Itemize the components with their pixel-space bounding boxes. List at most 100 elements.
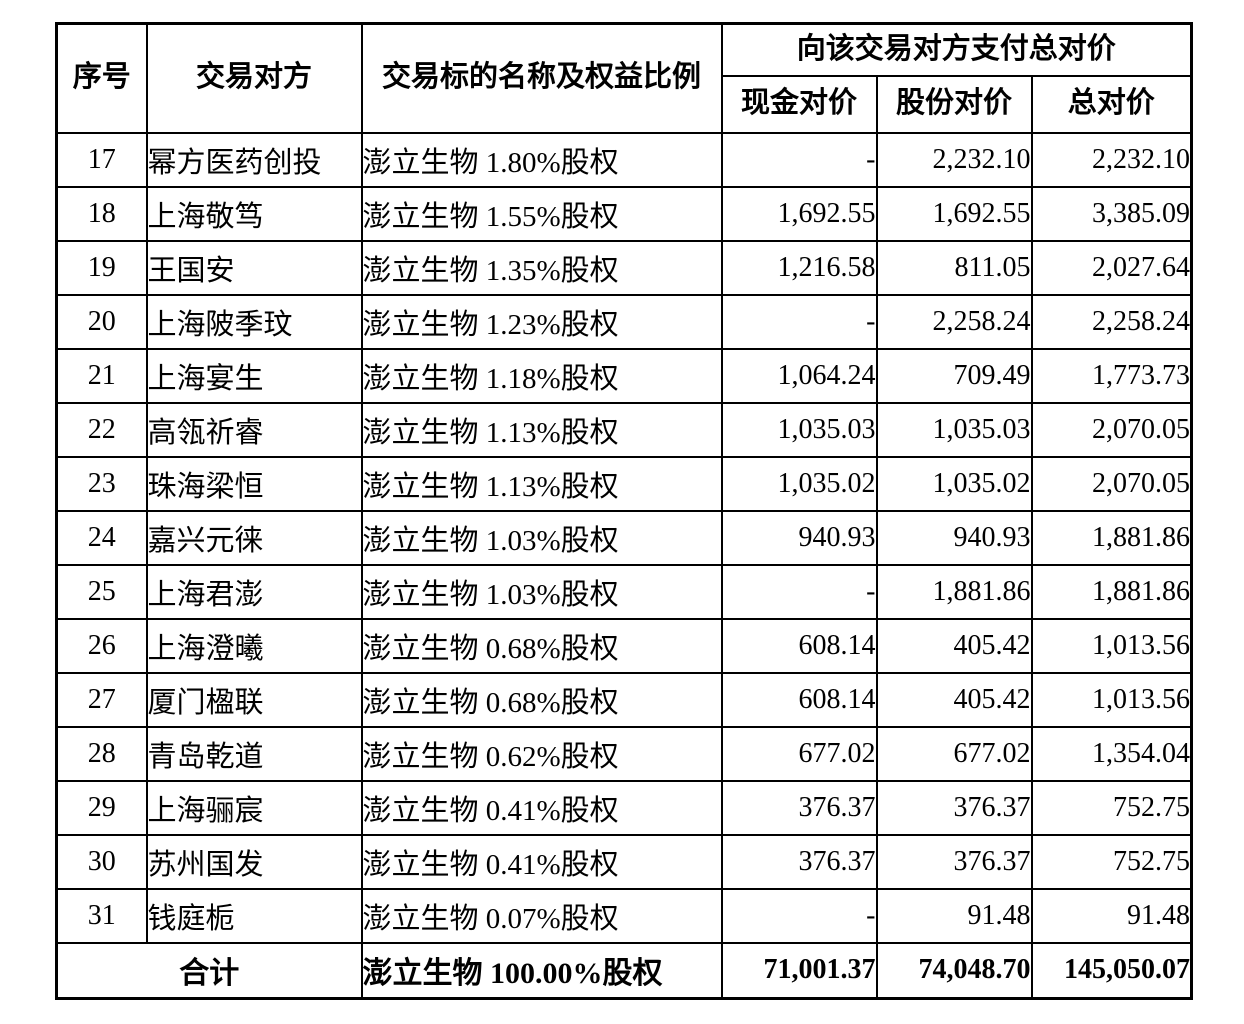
cell-share: 940.93	[875, 509, 1033, 566]
cell-total: 1,013.56	[1030, 617, 1193, 674]
summary-target: 澎立生物 100.00%股权	[360, 941, 723, 1000]
cell-total: 2,070.05	[1030, 401, 1193, 458]
cell-target: 澎立生物 1.13%股权	[360, 455, 723, 512]
cell-share: 677.02	[875, 725, 1033, 782]
cell-no: 28	[55, 725, 148, 782]
header-share: 股份对价	[875, 74, 1033, 134]
cell-counterparty: 上海宴生	[145, 347, 363, 404]
table-row: 30 苏州国发 澎立生物 0.41%股权 376.37 376.37 752.7…	[55, 833, 1193, 890]
cell-cash: -	[720, 131, 878, 188]
cell-target: 澎立生物 1.03%股权	[360, 563, 723, 620]
cell-cash: 376.37	[720, 833, 878, 890]
cell-counterparty: 青岛乾道	[145, 725, 363, 782]
table-row: 19 王国安 澎立生物 1.35%股权 1,216.58 811.05 2,02…	[55, 239, 1193, 296]
header-cash: 现金对价	[720, 74, 878, 134]
cell-counterparty: 高瓴祈睿	[145, 401, 363, 458]
cell-cash: 608.14	[720, 617, 878, 674]
cell-counterparty: 珠海梁恒	[145, 455, 363, 512]
cell-total: 2,258.24	[1030, 293, 1193, 350]
cell-share: 1,692.55	[875, 185, 1033, 242]
cell-share: 1,035.03	[875, 401, 1033, 458]
cell-cash: 1,064.24	[720, 347, 878, 404]
header-payment-group: 向该交易对方支付总对价	[720, 22, 1193, 77]
cell-share: 91.48	[875, 887, 1033, 944]
cell-cash: 1,035.02	[720, 455, 878, 512]
cell-target: 澎立生物 0.07%股权	[360, 887, 723, 944]
summary-share: 74,048.70	[875, 941, 1033, 1000]
consideration-table: 序号 交易对方 交易标的名称及权益比例 向该交易对方支付总对价 现金对价 股份对…	[55, 22, 1193, 1000]
table-row: 26 上海澄曦 澎立生物 0.68%股权 608.14 405.42 1,013…	[55, 617, 1193, 674]
cell-share: 709.49	[875, 347, 1033, 404]
header-counterparty: 交易对方	[145, 22, 363, 134]
summary-cash: 71,001.37	[720, 941, 878, 1000]
cell-no: 31	[55, 887, 148, 944]
cell-counterparty: 上海骊宸	[145, 779, 363, 836]
cell-share: 376.37	[875, 833, 1033, 890]
table-row: 21 上海宴生 澎立生物 1.18%股权 1,064.24 709.49 1,7…	[55, 347, 1193, 404]
table-header: 序号 交易对方 交易标的名称及权益比例 向该交易对方支付总对价 现金对价 股份对…	[55, 22, 1193, 134]
cell-counterparty: 上海澄曦	[145, 617, 363, 674]
cell-counterparty: 钱庭栀	[145, 887, 363, 944]
table-row: 28 青岛乾道 澎立生物 0.62%股权 677.02 677.02 1,354…	[55, 725, 1193, 782]
cell-no: 30	[55, 833, 148, 890]
cell-cash: 1,035.03	[720, 401, 878, 458]
cell-counterparty: 上海君澎	[145, 563, 363, 620]
cell-total: 1,881.86	[1030, 563, 1193, 620]
table-row: 18 上海敬笃 澎立生物 1.55%股权 1,692.55 1,692.55 3…	[55, 185, 1193, 242]
table-row: 29 上海骊宸 澎立生物 0.41%股权 376.37 376.37 752.7…	[55, 779, 1193, 836]
cell-counterparty: 苏州国发	[145, 833, 363, 890]
cell-total: 1,013.56	[1030, 671, 1193, 728]
cell-target: 澎立生物 0.41%股权	[360, 779, 723, 836]
cell-cash: 1,692.55	[720, 185, 878, 242]
table-row: 24 嘉兴元徕 澎立生物 1.03%股权 940.93 940.93 1,881…	[55, 509, 1193, 566]
cell-total: 752.75	[1030, 833, 1193, 890]
cell-counterparty: 厦门楹联	[145, 671, 363, 728]
cell-target: 澎立生物 0.62%股权	[360, 725, 723, 782]
cell-total: 1,354.04	[1030, 725, 1193, 782]
cell-share: 405.42	[875, 671, 1033, 728]
cell-cash: -	[720, 293, 878, 350]
cell-share: 405.42	[875, 617, 1033, 674]
cell-target: 澎立生物 0.68%股权	[360, 617, 723, 674]
cell-counterparty: 上海陂季玟	[145, 293, 363, 350]
cell-no: 23	[55, 455, 148, 512]
cell-no: 17	[55, 131, 148, 188]
cell-target: 澎立生物 1.35%股权	[360, 239, 723, 296]
table-row: 22 高瓴祈睿 澎立生物 1.13%股权 1,035.03 1,035.03 2…	[55, 401, 1193, 458]
cell-share: 2,258.24	[875, 293, 1033, 350]
cell-share: 1,035.02	[875, 455, 1033, 512]
cell-target: 澎立生物 1.18%股权	[360, 347, 723, 404]
cell-cash: 608.14	[720, 671, 878, 728]
cell-total: 752.75	[1030, 779, 1193, 836]
summary-row: 合计 澎立生物 100.00%股权 71,001.37 74,048.70 14…	[55, 941, 1193, 1000]
cell-target: 澎立生物 0.41%股权	[360, 833, 723, 890]
cell-total: 1,773.73	[1030, 347, 1193, 404]
cell-share: 376.37	[875, 779, 1033, 836]
cell-cash: -	[720, 887, 878, 944]
cell-counterparty: 上海敬笃	[145, 185, 363, 242]
cell-target: 澎立生物 1.03%股权	[360, 509, 723, 566]
cell-no: 25	[55, 563, 148, 620]
cell-target: 澎立生物 1.23%股权	[360, 293, 723, 350]
cell-cash: 376.37	[720, 779, 878, 836]
table-row: 23 珠海梁恒 澎立生物 1.13%股权 1,035.02 1,035.02 2…	[55, 455, 1193, 512]
table-body: 17 幂方医药创投 澎立生物 1.80%股权 - 2,232.10 2,232.…	[55, 131, 1193, 1000]
cell-no: 21	[55, 347, 148, 404]
cell-no: 18	[55, 185, 148, 242]
summary-total: 145,050.07	[1030, 941, 1193, 1000]
cell-no: 19	[55, 239, 148, 296]
cell-total: 3,385.09	[1030, 185, 1193, 242]
cell-total: 2,027.64	[1030, 239, 1193, 296]
cell-target: 澎立生物 1.13%股权	[360, 401, 723, 458]
cell-no: 22	[55, 401, 148, 458]
cell-target: 澎立生物 1.80%股权	[360, 131, 723, 188]
table-row: 31 钱庭栀 澎立生物 0.07%股权 - 91.48 91.48	[55, 887, 1193, 944]
header-row-1: 序号 交易对方 交易标的名称及权益比例 向该交易对方支付总对价	[55, 22, 1193, 134]
cell-counterparty: 王国安	[145, 239, 363, 296]
cell-no: 26	[55, 617, 148, 674]
cell-total: 2,070.05	[1030, 455, 1193, 512]
cell-total: 1,881.86	[1030, 509, 1193, 566]
table-row: 17 幂方医药创投 澎立生物 1.80%股权 - 2,232.10 2,232.…	[55, 131, 1193, 188]
summary-label: 合计	[55, 941, 363, 1000]
